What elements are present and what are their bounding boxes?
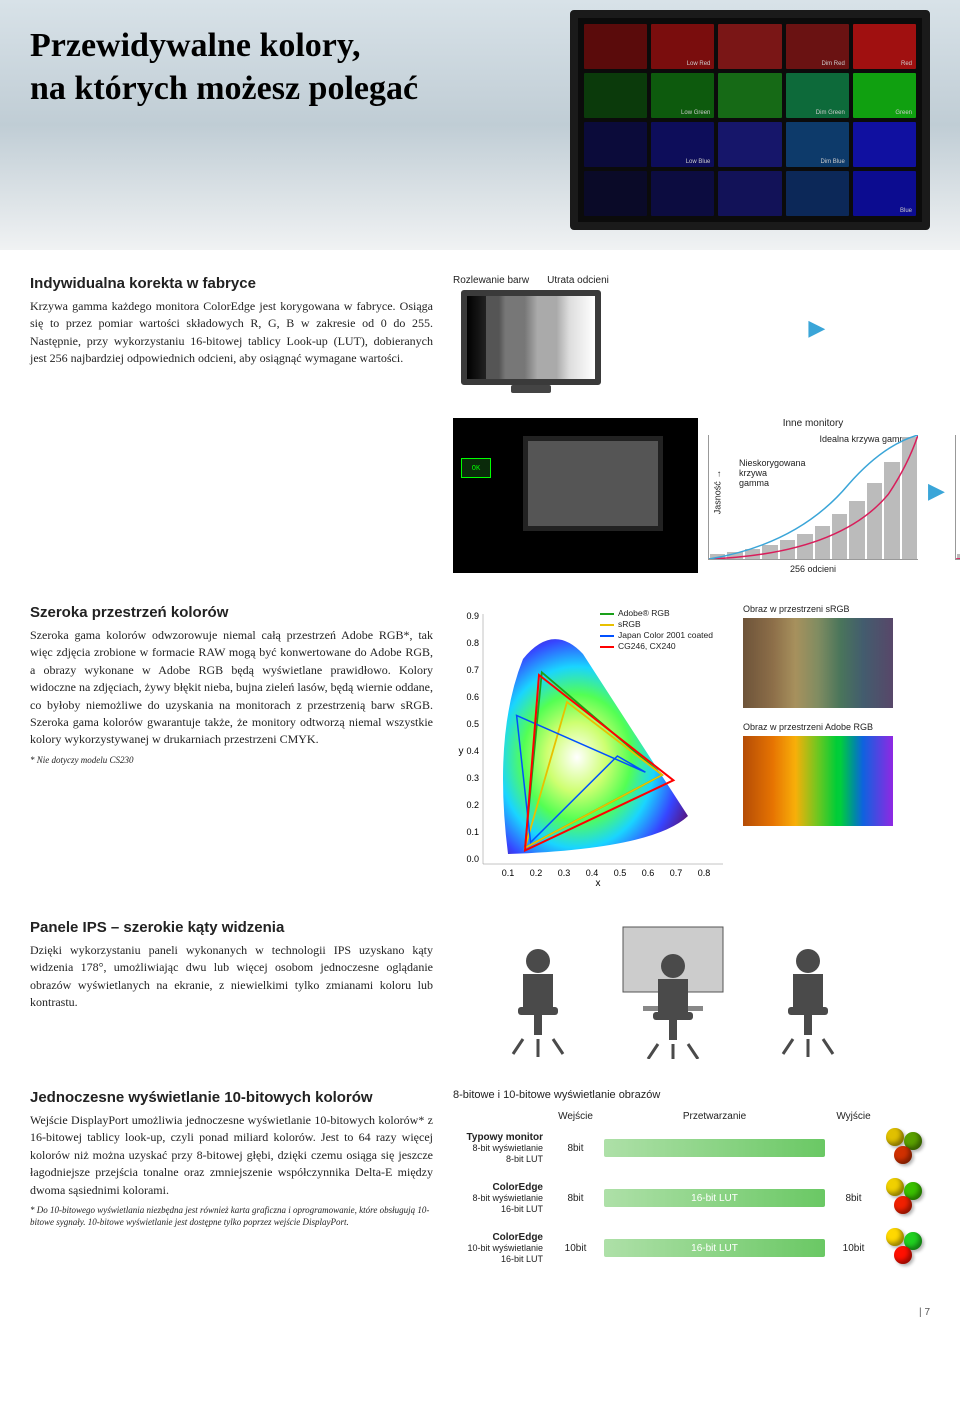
footnote: * Do 10-bitowego wyświetlania niezbędna … — [30, 1205, 433, 1228]
svg-text:0.1: 0.1 — [502, 868, 515, 878]
section-10bit: Jednoczesne wyświetlanie 10-bitowych kol… — [30, 1089, 930, 1278]
ips-illustration — [453, 919, 930, 1059]
arrow-icon: ▶ — [808, 315, 825, 341]
calibration-photo: OK — [453, 418, 698, 573]
svg-text:0.6: 0.6 — [642, 868, 655, 878]
svg-text:0.0: 0.0 — [466, 854, 479, 864]
label: Utrata odcieni — [547, 275, 609, 286]
section-ips: Panele IPS – szerokie kąty widzenia Dzię… — [30, 919, 930, 1059]
adobergb-thumb — [743, 736, 893, 826]
label: Rozlewanie barw — [453, 275, 529, 286]
svg-text:0.7: 0.7 — [466, 665, 479, 675]
monitor-before — [461, 290, 601, 385]
hero-banner: Przewidywalne kolory, na których możesz … — [0, 0, 960, 250]
svg-text:0.5: 0.5 — [466, 719, 479, 729]
body-text: Szeroka gama kolorów odwzorowuje niemal … — [30, 627, 433, 749]
section-factory-correction: Indywidualna korekta w fabryce Krzywa ga… — [30, 275, 930, 574]
page-number: | 7 — [0, 1303, 960, 1328]
thumb-label: Obraz w przestrzeni sRGB — [743, 604, 893, 614]
svg-text:0.2: 0.2 — [530, 868, 543, 878]
chart-title: ColorEdge — [955, 418, 960, 429]
heading: Indywidualna korekta w fabryce — [30, 275, 433, 292]
svg-text:0.8: 0.8 — [698, 868, 711, 878]
svg-text:0.5: 0.5 — [614, 868, 627, 878]
heading: Szeroka przestrzeń kolorów — [30, 604, 433, 621]
body-text: Krzywa gamma każdego monitora ColorEdge … — [30, 298, 433, 368]
svg-text:0.4: 0.4 — [466, 746, 479, 756]
svg-text:x: x — [596, 878, 601, 889]
svg-text:0.8: 0.8 — [466, 638, 479, 648]
heading: Panele IPS – szerokie kąty widzenia — [30, 919, 433, 936]
footnote: * Nie dotyczy modelu CS230 — [30, 755, 433, 767]
chart-title: Inne monitory — [708, 418, 918, 429]
svg-text:0.3: 0.3 — [466, 773, 479, 783]
svg-text:0.4: 0.4 — [586, 868, 599, 878]
svg-text:0.6: 0.6 — [466, 692, 479, 702]
svg-text:0.2: 0.2 — [466, 800, 479, 810]
cie-diagram: 0.9 0.8 0.7 0.6 0.5 0.4 0.3 0.2 0.1 0.0 0.1 0.2 0.3… — [453, 604, 733, 889]
svg-text:0.1: 0.1 — [466, 827, 479, 837]
arrow-icon: ▶ — [928, 478, 945, 504]
thumb-label: Obraz w przestrzeni Adobe RGB — [743, 722, 893, 732]
srgb-thumb — [743, 618, 893, 708]
hero-monitor-graphic: Low RedDim RedRedLow GreenDim GreenGreen… — [570, 10, 930, 230]
svg-text:y: y — [459, 746, 464, 757]
svg-text:0.9: 0.9 — [466, 611, 479, 621]
heading: Jednoczesne wyświetlanie 10-bitowych kol… — [30, 1089, 433, 1106]
body-text: Wejście DisplayPort umożliwia jednoczesn… — [30, 1112, 433, 1199]
bit-depth-diagram: 8-bitowe i 10-bitowe wyświetlanie obrazó… — [453, 1089, 930, 1268]
body-text: Dzięki wykorzystaniu paneli wykonanych w… — [30, 942, 433, 1012]
gamma-chart-before: Jasność → Idealna krzywa gamma Nieskoryg… — [708, 435, 918, 560]
svg-text:0.7: 0.7 — [670, 868, 683, 878]
svg-text:0.3: 0.3 — [558, 868, 571, 878]
section-color-space: Szeroka przestrzeń kolorów Szeroka gama … — [30, 604, 930, 889]
gamma-chart-after: Jasność → Idealna krzywa gamma — [955, 435, 960, 560]
